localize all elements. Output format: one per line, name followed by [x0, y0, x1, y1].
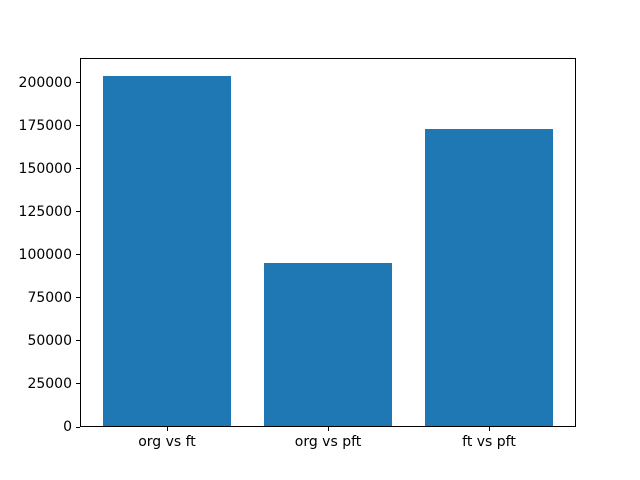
y-tick-label: 200000 [18, 74, 72, 91]
x-tick-label: org vs pft [294, 434, 362, 450]
y-tick-label: 150000 [18, 160, 72, 177]
bar-org-vs-pft [263, 263, 393, 427]
bar-org-vs-ft [102, 75, 232, 427]
y-tick-label: 25000 [27, 375, 72, 392]
y-tick-mark [76, 340, 80, 342]
y-tick-label: 0 [63, 419, 72, 435]
y-tick-mark [76, 168, 80, 170]
y-tick-label: 125000 [18, 203, 72, 220]
y-tick-mark [76, 383, 80, 385]
y-tick-label: 50000 [27, 332, 72, 349]
x-tick-label: ft vs pft [462, 434, 516, 450]
y-tick-label: 75000 [27, 289, 72, 306]
y-tick-mark [76, 426, 80, 428]
y-tick-mark [76, 125, 80, 126]
y-tick-label: 100000 [18, 246, 72, 263]
y-tick-mark [76, 297, 80, 299]
plot-area [80, 58, 576, 427]
y-tick-mark [76, 82, 80, 83]
y-tick-label: 175000 [18, 117, 72, 134]
bar-ft-vs-pft [424, 129, 554, 427]
y-tick-mark [76, 211, 80, 213]
x-tick-mark [166, 427, 168, 431]
y-tick-mark [76, 254, 80, 256]
x-tick-mark [488, 427, 490, 431]
x-tick-label: org vs ft [138, 434, 196, 450]
x-tick-mark [327, 427, 329, 431]
